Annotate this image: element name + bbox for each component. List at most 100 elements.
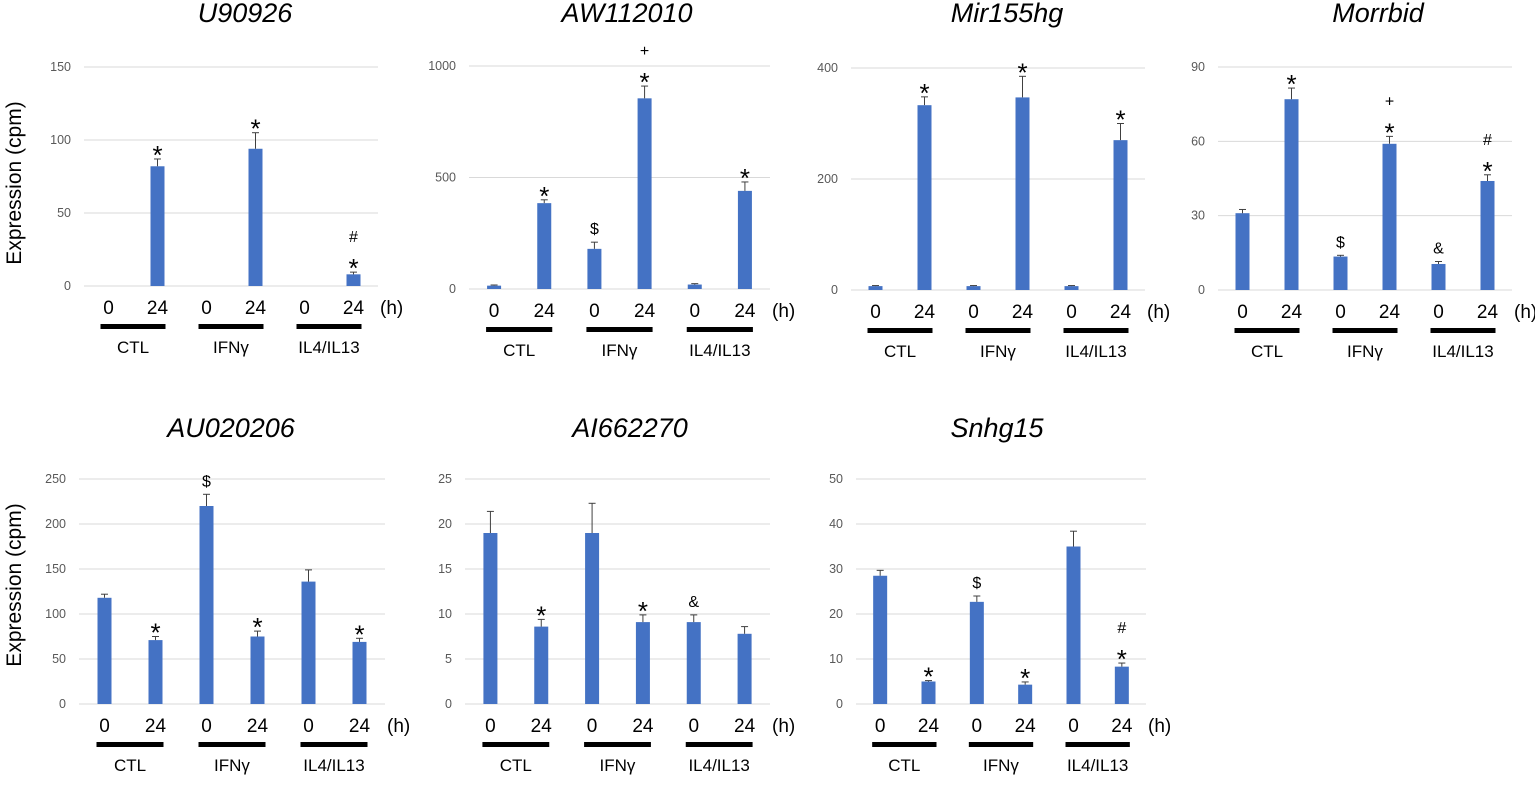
significance-asterisk: * — [1020, 663, 1030, 693]
time-unit-label: (h) — [1148, 716, 1171, 737]
bar — [1431, 263, 1446, 290]
chart-panel-ai662270: AI662270 0 5 10 15 20 25 0 * 24 0 * 24 & 0 24 (h) CTL IFNγ… — [438, 413, 795, 775]
x-tick-label: 0 — [485, 716, 496, 737]
group-label: CTL — [503, 341, 535, 360]
significance-asterisk: * — [923, 662, 933, 692]
y-tick-label: 1000 — [428, 59, 456, 73]
x-tick-label: 24 — [1379, 302, 1401, 323]
x-tick-label: 0 — [103, 298, 114, 319]
significance-asterisk: * — [536, 600, 546, 630]
bar — [534, 626, 549, 704]
group-underline — [968, 742, 1034, 747]
y-tick-label: 40 — [829, 517, 843, 531]
significance-symbol: # — [349, 229, 358, 246]
y-tick-label: 250 — [45, 472, 66, 486]
bar — [148, 640, 163, 704]
x-tick-label: 0 — [968, 302, 979, 323]
bar — [537, 203, 552, 289]
x-tick-label: 0 — [875, 716, 886, 737]
group-label: IL4/IL13 — [1067, 756, 1128, 775]
y-tick-label: 30 — [829, 562, 843, 576]
y-tick-label: 10 — [829, 652, 843, 666]
x-tick-label: 24 — [1111, 716, 1133, 737]
group-underline — [867, 328, 933, 333]
x-tick-label: 0 — [1335, 302, 1346, 323]
bar — [301, 581, 316, 704]
y-tick-label: 50 — [57, 206, 71, 220]
group-underline — [584, 742, 651, 747]
bar — [921, 681, 936, 704]
group-underline — [872, 742, 937, 747]
significance-asterisk: * — [640, 67, 650, 97]
y-tick-label: 90 — [1191, 60, 1205, 74]
x-tick-label: 24 — [1281, 302, 1303, 323]
bar — [487, 285, 502, 289]
x-tick-label: 24 — [634, 301, 656, 322]
x-tick-label: 24 — [531, 716, 553, 737]
group-underline — [198, 742, 266, 747]
y-tick-label: 25 — [438, 472, 452, 486]
x-tick-label: 0 — [587, 716, 598, 737]
significance-symbol: & — [688, 594, 699, 611]
group-label: CTL — [500, 756, 532, 775]
bar — [1113, 140, 1128, 290]
group-label: CTL — [117, 338, 149, 357]
group-label: IFNγ — [213, 338, 249, 357]
y-tick-label: 20 — [829, 607, 843, 621]
group-label: IL4/IL13 — [1432, 342, 1493, 361]
x-tick-label: 24 — [918, 716, 940, 737]
y-tick-label: 10 — [438, 607, 452, 621]
chart-title: Morrbid — [1332, 0, 1425, 28]
y-axis-label-bottom: Expression (cpm) — [3, 503, 26, 666]
x-tick-label: 0 — [688, 716, 699, 737]
significance-asterisk: * — [539, 181, 549, 211]
significance-asterisk: * — [150, 618, 160, 648]
x-tick-label: 0 — [299, 298, 310, 319]
x-tick-label: 0 — [303, 716, 314, 737]
x-tick-label: 24 — [247, 716, 269, 737]
chart-title: Snhg15 — [950, 413, 1044, 443]
bar — [1284, 99, 1299, 290]
group-underline — [100, 324, 166, 329]
y-tick-label: 0 — [445, 697, 452, 711]
x-tick-label: 24 — [349, 716, 371, 737]
y-tick-label: 500 — [435, 171, 456, 185]
y-tick-label: 100 — [45, 607, 66, 621]
significance-symbol: + — [1385, 93, 1394, 110]
group-label: IFNγ — [980, 342, 1016, 361]
time-unit-label: (h) — [1147, 302, 1170, 323]
x-tick-label: 24 — [1477, 302, 1499, 323]
bar — [585, 533, 600, 704]
y-tick-label: 200 — [817, 172, 838, 186]
bar — [1333, 256, 1348, 290]
x-tick-label: 0 — [201, 716, 212, 737]
group-label: IL4/IL13 — [689, 341, 750, 360]
bar — [346, 274, 361, 286]
y-tick-label: 30 — [1191, 209, 1205, 223]
x-tick-label: 0 — [489, 301, 500, 322]
bar — [1114, 666, 1129, 704]
group-underline — [965, 328, 1031, 333]
group-underline — [482, 742, 550, 747]
bar — [737, 190, 752, 289]
group-label: IFNγ — [600, 756, 636, 775]
group-underline — [486, 327, 553, 332]
x-tick-label: 24 — [343, 298, 365, 319]
group-label: IL4/IL13 — [1065, 342, 1126, 361]
chart-panel-aw112010: AW112010 0 500 1000 0 * 24 $0 * +24 0 * 24 (h) CTL IFNγ… — [428, 0, 795, 360]
y-tick-label: 0 — [64, 279, 71, 293]
bar — [686, 622, 701, 704]
significance-asterisk: * — [152, 140, 162, 170]
bar — [637, 98, 652, 290]
x-tick-label: 24 — [632, 716, 654, 737]
significance-symbol: # — [1483, 132, 1492, 149]
x-tick-label: 0 — [870, 302, 881, 323]
y-tick-label: 50 — [829, 472, 843, 486]
significance-symbol: $ — [1336, 234, 1345, 251]
bar — [199, 506, 214, 704]
bar — [587, 248, 602, 289]
group-label: IFNγ — [214, 756, 250, 775]
group-underline — [1430, 328, 1496, 333]
y-tick-label: 0 — [836, 697, 843, 711]
